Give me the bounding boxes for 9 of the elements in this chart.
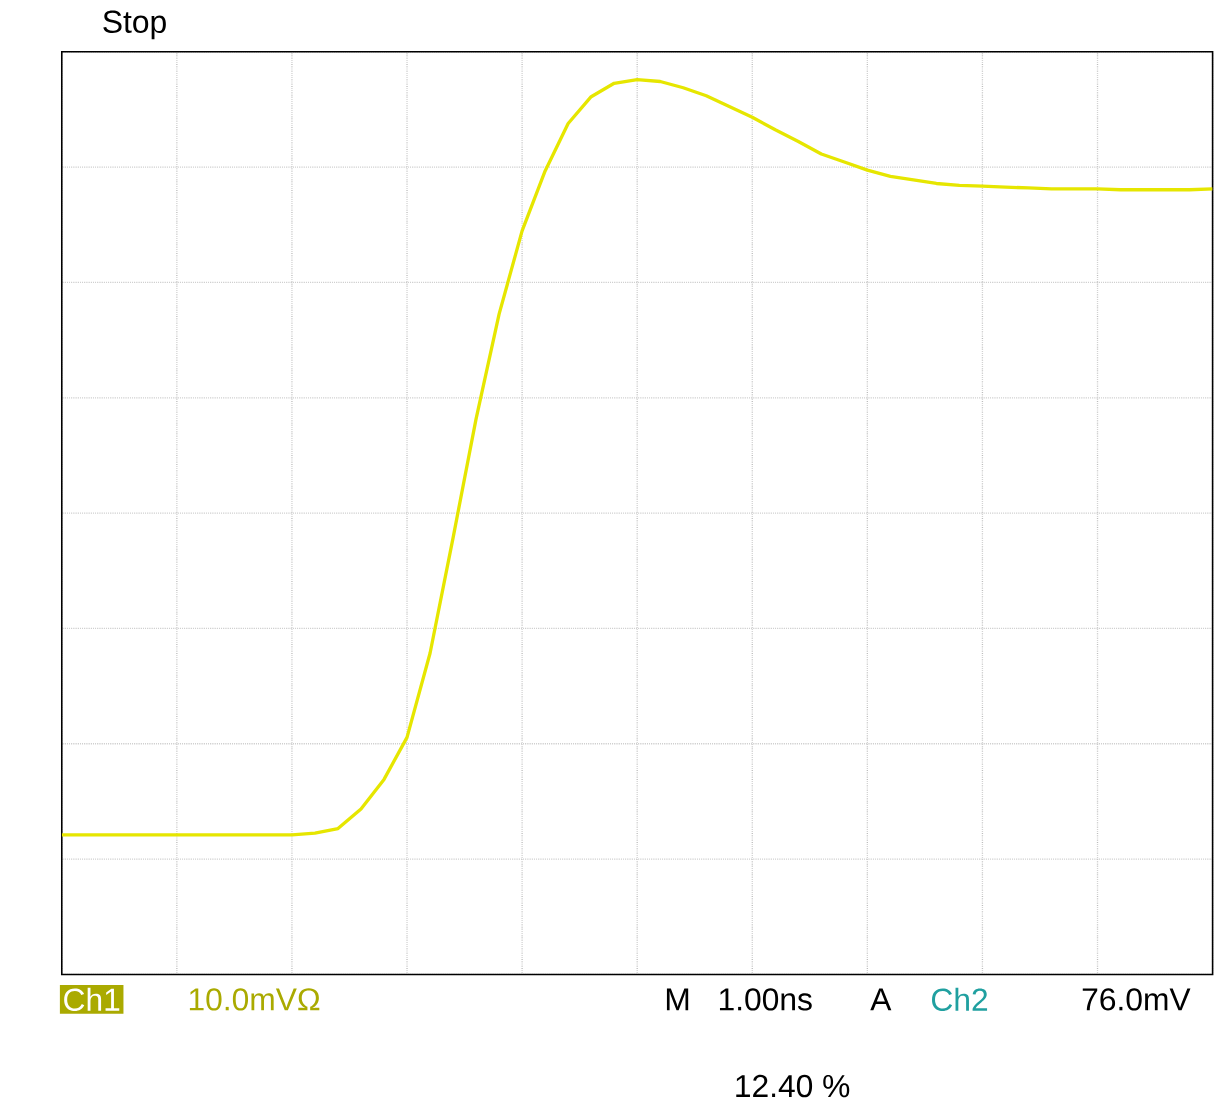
- text: Stop: [103, 10, 166, 40]
- text: 1.00ns: [719, 988, 812, 1011]
- text: 12.40 %: [736, 1074, 850, 1098]
- text: A: [870, 988, 892, 1011]
- text: Ch2: [932, 987, 988, 1012]
- text: M: [666, 988, 689, 1011]
- text: 10.0mVΩ: [189, 988, 320, 1011]
- text: 76.0mV: [1082, 988, 1191, 1011]
- text: Ch1: [64, 987, 120, 1012]
